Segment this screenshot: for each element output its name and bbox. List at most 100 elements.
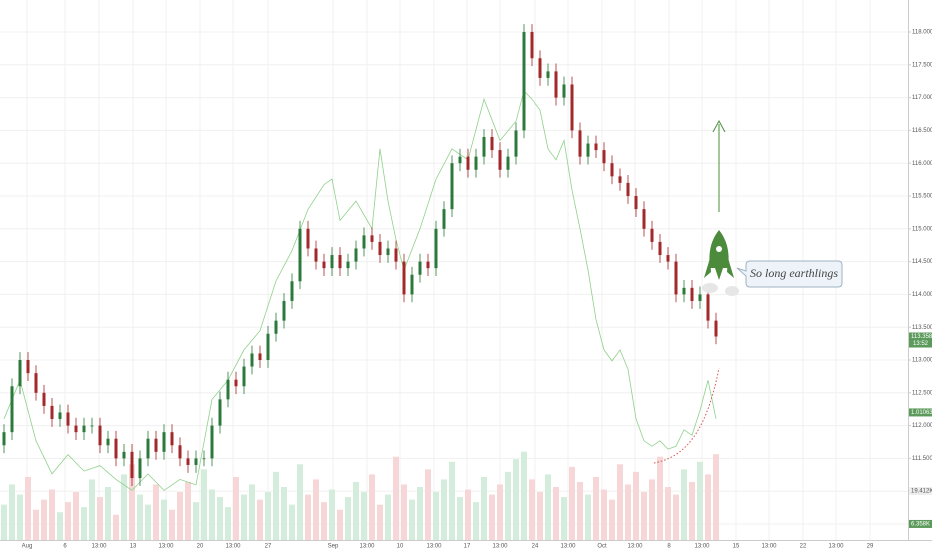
candle-body xyxy=(346,261,350,269)
x-tick-label: 10 xyxy=(397,544,404,550)
candle-body xyxy=(138,458,142,479)
y-tick-label: 112.500 xyxy=(912,390,932,396)
volume-bar xyxy=(321,502,327,540)
volume-bar xyxy=(121,474,127,540)
candle-body xyxy=(130,451,134,479)
volume-bar xyxy=(585,494,591,540)
x-tick-label: 13:00 xyxy=(225,544,241,550)
cloud xyxy=(702,283,718,293)
volume-bar xyxy=(9,484,15,540)
volume-bar xyxy=(393,456,399,540)
candle-body xyxy=(682,287,686,295)
last-price-label: 113.358 xyxy=(911,334,932,340)
candle-body xyxy=(170,432,174,446)
candle-body xyxy=(362,235,366,249)
volume-bar xyxy=(385,494,391,540)
volume-bar xyxy=(289,504,295,540)
volume-bar xyxy=(377,504,383,540)
candle-body xyxy=(506,156,510,170)
candle-body xyxy=(394,248,398,262)
candle-body xyxy=(82,425,86,433)
y-tick-label: 115.000 xyxy=(912,226,932,232)
candle-body xyxy=(482,136,486,157)
volume-bar xyxy=(49,489,55,540)
volume-bar xyxy=(465,489,471,540)
volume-bar xyxy=(265,492,271,540)
candle-body xyxy=(498,150,502,170)
candle-body xyxy=(474,156,478,170)
candle-body xyxy=(314,248,318,262)
volume-bar xyxy=(257,499,263,540)
volume-bar xyxy=(17,494,23,540)
volume-bar xyxy=(473,502,479,540)
candle-body xyxy=(434,228,438,269)
candle-body xyxy=(290,281,294,301)
arrow-head xyxy=(712,119,726,133)
volume-bar xyxy=(697,461,703,540)
candle-body xyxy=(514,130,518,157)
volume-bar xyxy=(641,492,647,540)
x-tick-label: 13:00 xyxy=(359,544,375,550)
volume-bar xyxy=(521,451,527,540)
candle-body xyxy=(18,360,22,387)
volume-bar xyxy=(657,456,663,540)
candle-layer xyxy=(2,24,718,486)
comparison-line xyxy=(3,90,717,491)
volume-bar xyxy=(313,479,319,540)
volume-bar xyxy=(361,492,367,540)
last-price-badge xyxy=(909,332,932,348)
candle-body xyxy=(202,458,206,460)
volume-bar xyxy=(369,474,375,540)
volume-bar xyxy=(241,494,247,540)
candle-body xyxy=(74,425,78,433)
candle-body xyxy=(410,274,414,295)
x-tick-label: Sep xyxy=(328,544,339,550)
candle-body xyxy=(66,412,70,426)
candle-body xyxy=(530,32,534,59)
volume-bar xyxy=(425,469,431,540)
volume-bar xyxy=(561,497,567,540)
candle-body xyxy=(522,32,526,131)
candle-body xyxy=(626,182,630,197)
candle-body xyxy=(698,294,702,301)
candle-body xyxy=(690,287,694,301)
x-tick-label: 13:00 xyxy=(761,544,777,550)
volume-bar xyxy=(593,476,599,540)
x-tick-label: 8 xyxy=(667,544,671,550)
candle-body xyxy=(570,84,574,131)
volume-badge xyxy=(909,487,932,496)
candle-body xyxy=(2,432,6,446)
x-tick-label: 13:00 xyxy=(492,544,508,550)
x-tick-label: Aug xyxy=(22,544,33,550)
y-tick-label: 111.500 xyxy=(912,456,932,462)
candle-body xyxy=(706,294,710,321)
volume-bar xyxy=(57,512,63,540)
y-tick-label: 116.000 xyxy=(912,161,932,167)
x-tick-label: 20 xyxy=(197,544,204,550)
candle-body xyxy=(210,425,214,459)
volume-bar xyxy=(713,454,719,540)
candle-body xyxy=(266,333,270,360)
volume-bar xyxy=(177,492,183,540)
x-tick-label: 13:00 xyxy=(828,544,844,550)
candle-body xyxy=(282,300,286,321)
volume-bar xyxy=(145,504,151,540)
candle-body xyxy=(298,228,302,282)
volume-bar xyxy=(169,509,175,540)
candle-body xyxy=(386,248,390,256)
cloud xyxy=(725,286,739,296)
volume-bar xyxy=(545,474,551,540)
y-tick-label: 113.500 xyxy=(912,325,932,331)
volume-bar xyxy=(689,481,695,540)
candle-body xyxy=(42,392,46,406)
candle-body xyxy=(602,150,606,164)
candle-body xyxy=(106,438,110,446)
candle-body xyxy=(274,320,278,334)
candle-body xyxy=(90,425,94,427)
y-tick-label: 118.000 xyxy=(912,30,932,36)
volume-bar xyxy=(617,464,623,540)
candle-body xyxy=(242,366,246,387)
volume-bar xyxy=(81,507,87,540)
bubble-text: So long earthlings xyxy=(750,266,838,280)
candle-body xyxy=(674,261,678,295)
